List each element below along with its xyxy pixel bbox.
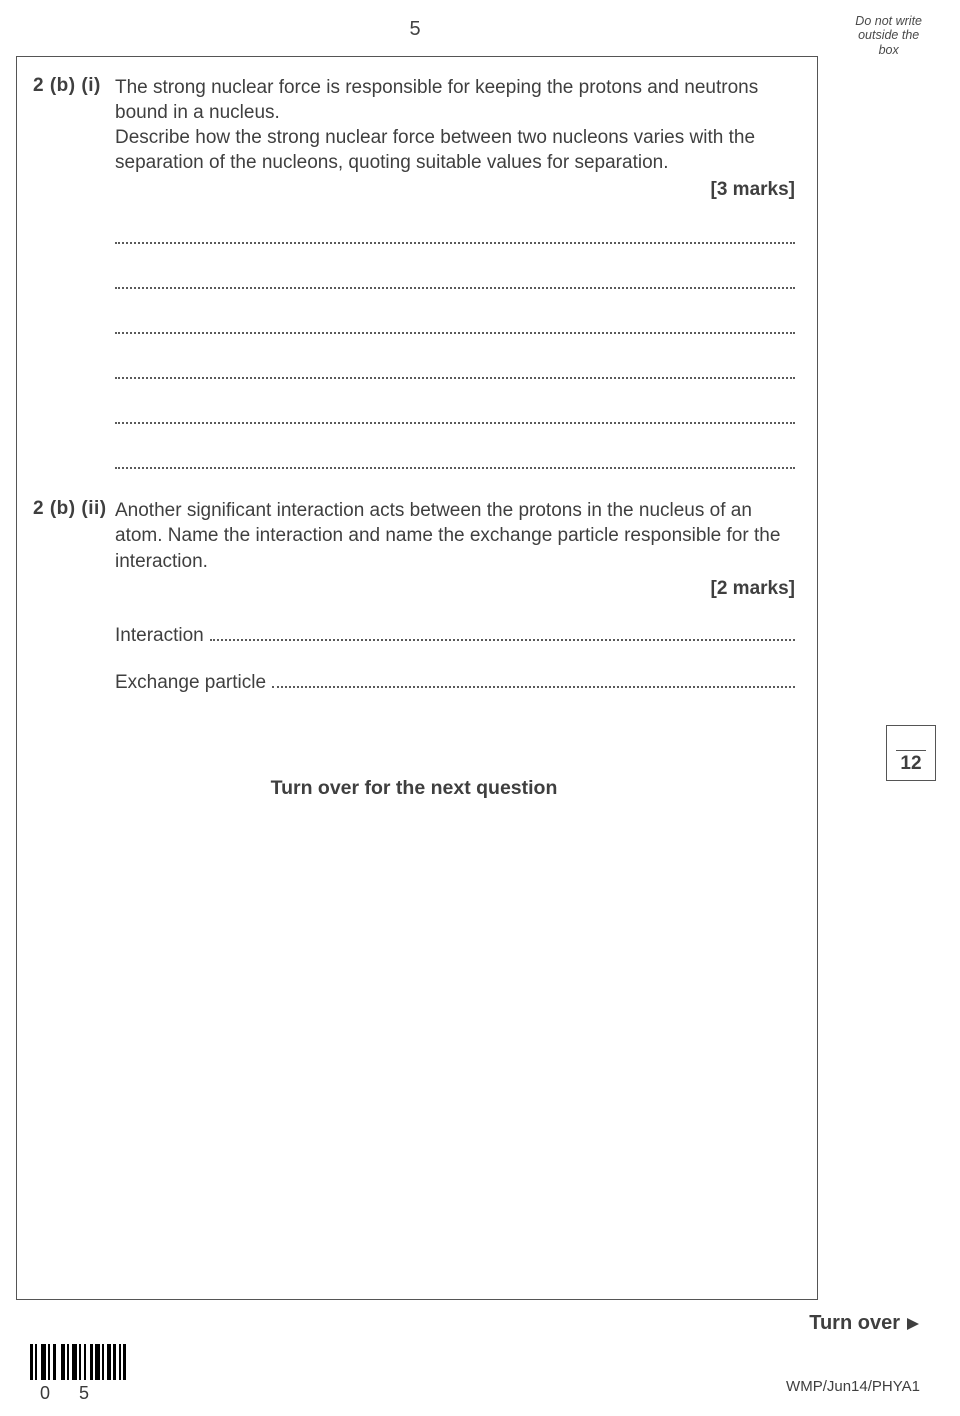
turn-over-next-text: Turn over for the next question	[33, 777, 795, 800]
exam-page: 5 Do not write outside the box 2 (b) (i)…	[0, 0, 960, 1416]
turn-over-footer: Turn over	[809, 1312, 920, 1335]
answer-line[interactable]	[115, 228, 795, 244]
marks-total-box: 12	[886, 725, 936, 781]
content-frame: 2 (b) (i) The strong nuclear force is re…	[16, 56, 818, 1300]
marks-box-divider	[896, 750, 926, 751]
question-2bii: 2 (b) (ii) Another significant interacti…	[33, 498, 795, 694]
marks-total-value: 12	[887, 753, 935, 775]
answer-line[interactable]	[272, 674, 795, 688]
question-text: Another significant interaction acts bet…	[115, 500, 780, 571]
answer-line[interactable]	[210, 627, 795, 641]
margin-warning: Do not write outside the box	[855, 14, 922, 57]
marks-label: [3 marks]	[115, 177, 795, 202]
answer-line[interactable]	[115, 453, 795, 469]
field-label: Interaction	[115, 623, 204, 648]
question-text: Describe how the strong nuclear force be…	[115, 127, 755, 173]
triangle-right-icon	[906, 1317, 920, 1331]
question-2bi: 2 (b) (i) The strong nuclear force is re…	[33, 75, 795, 202]
answer-line[interactable]	[115, 273, 795, 289]
barcode-digits: 0 5	[40, 1383, 148, 1404]
answer-line[interactable]	[115, 408, 795, 424]
margin-warning-line: outside the	[855, 28, 922, 42]
question-number: 2 (b) (ii)	[33, 498, 115, 520]
footer-code: WMP/Jun14/PHYA1	[786, 1378, 920, 1395]
interaction-field[interactable]: Interaction	[115, 623, 795, 648]
question-text: The strong nuclear force is responsible …	[115, 77, 758, 123]
turn-over-label: Turn over	[809, 1312, 900, 1335]
exchange-particle-field[interactable]: Exchange particle	[115, 670, 795, 695]
answer-line[interactable]	[115, 318, 795, 334]
marks-label: [2 marks]	[115, 576, 795, 601]
answer-lines-2bi[interactable]	[115, 228, 795, 469]
question-body: Another significant interaction acts bet…	[115, 498, 795, 694]
barcode-icon	[30, 1344, 148, 1380]
margin-warning-line: Do not write	[855, 14, 922, 28]
margin-warning-line: box	[855, 43, 922, 57]
question-body: The strong nuclear force is responsible …	[115, 75, 795, 202]
barcode-block: 0 5	[30, 1344, 148, 1404]
question-number: 2 (b) (i)	[33, 75, 115, 97]
field-label: Exchange particle	[115, 670, 266, 695]
page-number: 5	[0, 18, 830, 41]
answer-line[interactable]	[115, 363, 795, 379]
